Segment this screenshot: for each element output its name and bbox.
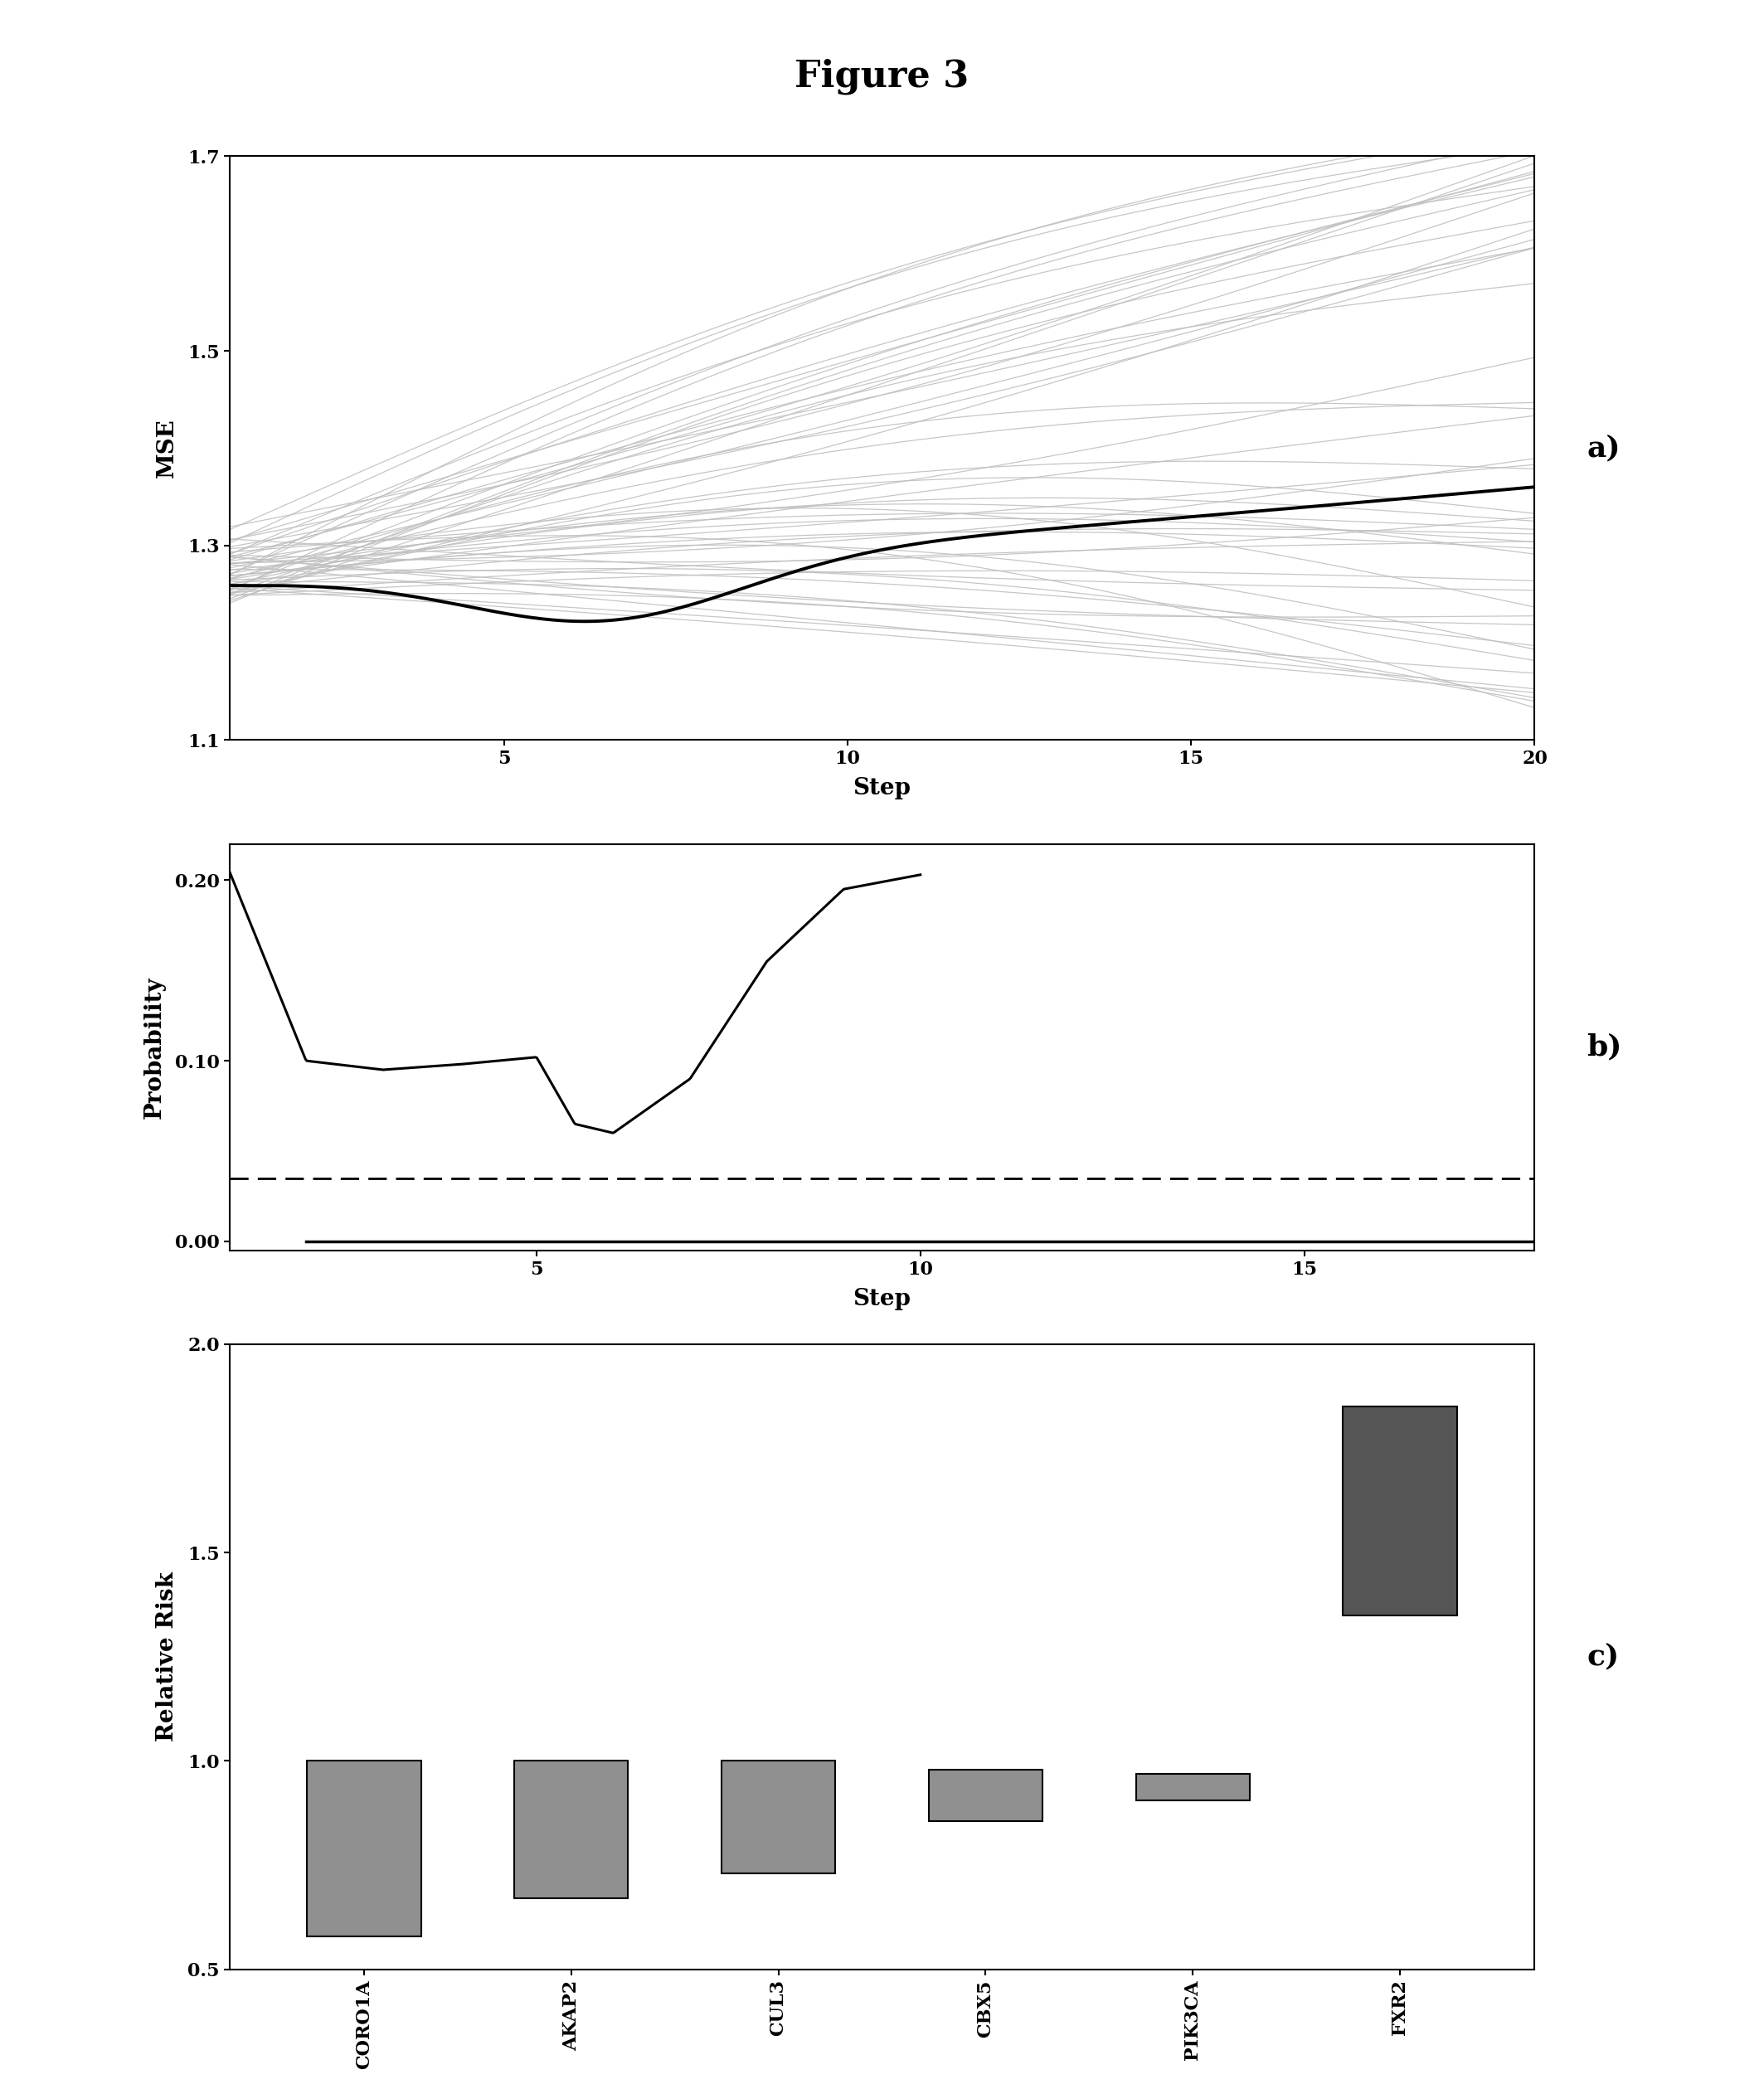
Y-axis label: MSE: MSE xyxy=(155,419,178,477)
Y-axis label: Probability: Probability xyxy=(143,975,166,1119)
Y-axis label: Relative Risk: Relative Risk xyxy=(155,1571,178,1742)
Bar xyxy=(928,1769,1043,1821)
Text: b): b) xyxy=(1588,1034,1623,1061)
Bar xyxy=(515,1761,628,1899)
X-axis label: Step: Step xyxy=(854,1288,910,1311)
Bar xyxy=(307,1761,422,1936)
X-axis label: Step: Step xyxy=(854,777,910,800)
Text: Figure 3: Figure 3 xyxy=(796,58,968,94)
Text: a): a) xyxy=(1588,433,1621,463)
Bar xyxy=(721,1761,836,1874)
Bar xyxy=(1342,1407,1457,1615)
Bar xyxy=(1136,1773,1249,1801)
Text: c): c) xyxy=(1588,1642,1619,1671)
